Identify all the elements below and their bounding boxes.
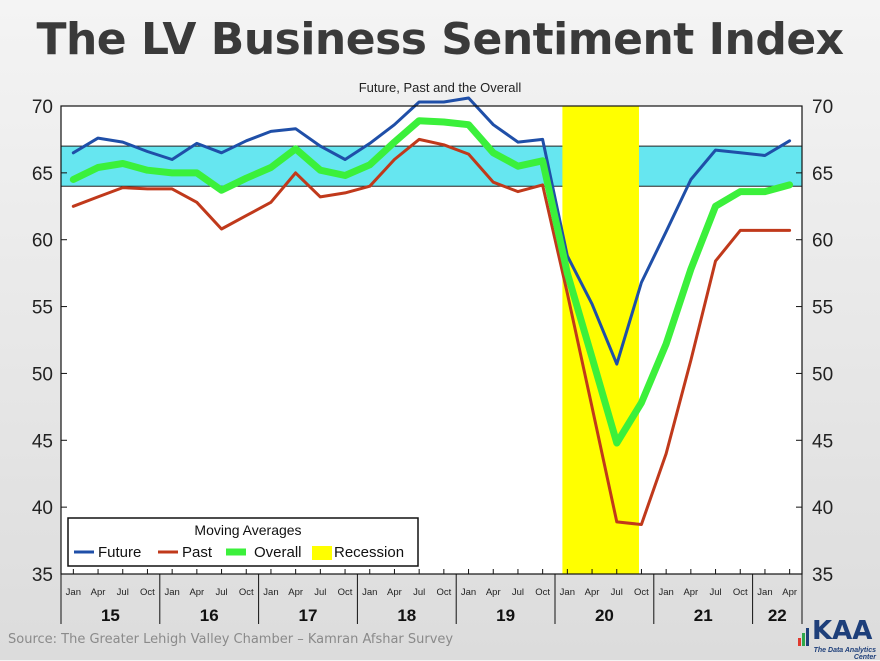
y-tick-label-right: 65 bbox=[812, 164, 833, 185]
x-tick-label: Jul bbox=[314, 587, 326, 598]
y-tick-label-left: 50 bbox=[32, 364, 53, 385]
x-tick-label: Apr bbox=[683, 587, 698, 598]
x-tick-label: Jan bbox=[164, 587, 179, 598]
y-tick-label-left: 60 bbox=[32, 231, 53, 252]
year-label: 22 bbox=[768, 606, 787, 625]
chart-subtitle: Future, Past and the Overall bbox=[358, 80, 522, 95]
source-note: Source: The Greater Lehigh Valley Chambe… bbox=[8, 632, 454, 647]
x-tick-label: Oct bbox=[140, 587, 155, 598]
year-label: 18 bbox=[397, 606, 416, 625]
y-tick-label-right: 40 bbox=[812, 498, 833, 519]
x-tick-label: Apr bbox=[486, 587, 501, 598]
y-tick-label-right: 70 bbox=[812, 97, 833, 118]
x-tick-label: Oct bbox=[436, 587, 451, 598]
x-tick-label: Oct bbox=[338, 587, 353, 598]
legend-box bbox=[67, 517, 419, 567]
series-line-overall bbox=[69, 117, 794, 447]
logo-subtext: The Data Analytics Center bbox=[813, 647, 876, 661]
x-tick-label: Oct bbox=[535, 587, 550, 598]
legend-swatch-recession bbox=[312, 546, 332, 560]
x-tick-label: Jul bbox=[413, 587, 425, 598]
x-tick-label: Jul bbox=[709, 587, 721, 598]
bar-chart-icon bbox=[798, 624, 812, 646]
x-tick-label: Jul bbox=[611, 587, 623, 598]
year-label: 20 bbox=[595, 606, 614, 625]
x-tick-label: Apr bbox=[189, 587, 204, 598]
year-label: 15 bbox=[101, 606, 120, 625]
year-label: 17 bbox=[299, 606, 318, 625]
x-tick-label: Jan bbox=[66, 587, 81, 598]
x-tick-label: Apr bbox=[782, 587, 797, 598]
x-tick-label: Jul bbox=[117, 587, 129, 598]
year-label: 16 bbox=[200, 606, 219, 625]
legend-label-past: Past bbox=[182, 544, 213, 561]
y-tick-label-right: 50 bbox=[812, 364, 833, 385]
page-title: The LV Business Sentiment Index bbox=[36, 14, 844, 65]
x-tick-label: Apr bbox=[288, 587, 303, 598]
series-line-future bbox=[71, 96, 792, 366]
legend-label-recession: Recession bbox=[334, 544, 404, 561]
y-tick-label-right: 45 bbox=[812, 431, 833, 452]
y-tick-label-right: 55 bbox=[812, 298, 833, 319]
y-tick-label-left: 35 bbox=[32, 565, 53, 586]
y-tick-label-left: 55 bbox=[32, 298, 53, 319]
x-tick-label: Jul bbox=[512, 587, 524, 598]
x-tick-label: Jul bbox=[215, 587, 227, 598]
x-tick-label: Oct bbox=[634, 587, 649, 598]
x-tick-label: Jan bbox=[263, 587, 278, 598]
y-tick-label-left: 40 bbox=[32, 498, 53, 519]
x-tick-label: Jan bbox=[560, 587, 575, 598]
year-label: 21 bbox=[694, 606, 713, 625]
x-tick-label: Jan bbox=[461, 587, 476, 598]
y-tick-label-left: 70 bbox=[32, 97, 53, 118]
recession-bar bbox=[562, 106, 639, 574]
x-tick-label: Jan bbox=[362, 587, 377, 598]
legend-title: Moving Averages bbox=[194, 522, 301, 538]
y-tick-label-right: 35 bbox=[812, 565, 833, 586]
kaa-logo: KAA The Data Analytics Center bbox=[798, 616, 876, 661]
x-tick-label: Apr bbox=[585, 587, 600, 598]
y-tick-label-left: 45 bbox=[32, 431, 53, 452]
x-tick-label: Apr bbox=[387, 587, 402, 598]
x-tick-label: Apr bbox=[91, 587, 106, 598]
y-tick-label-right: 60 bbox=[812, 231, 833, 252]
legend-label-overall: Overall bbox=[254, 544, 302, 561]
x-tick-label: Jan bbox=[757, 587, 772, 598]
x-tick-label: Jan bbox=[658, 587, 673, 598]
legend-label-future: Future bbox=[98, 544, 141, 561]
x-tick-label: Oct bbox=[733, 587, 748, 598]
logo-text: KAA bbox=[812, 616, 873, 646]
plot-frame bbox=[60, 105, 803, 575]
series-line-past bbox=[71, 137, 792, 526]
year-label: 19 bbox=[496, 606, 515, 625]
y-tick-label-left: 65 bbox=[32, 164, 53, 185]
x-tick-label: Oct bbox=[239, 587, 254, 598]
